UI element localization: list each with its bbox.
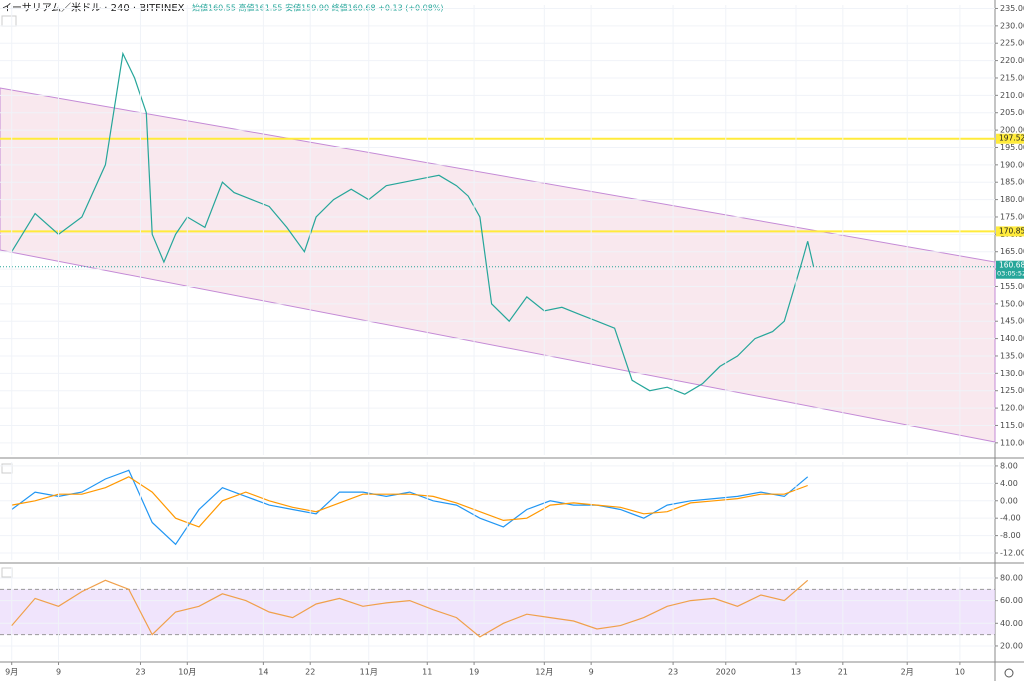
- price-tag: [996, 133, 1024, 144]
- price-tag: [996, 226, 1024, 237]
- y-tick-label: 8.00: [1000, 461, 1018, 470]
- y-tick-label: 80.00: [1000, 573, 1023, 582]
- y-tick-label: 125.00: [1000, 386, 1024, 395]
- y-tick-label: 195.00: [1000, 143, 1024, 152]
- y-tick-label: 185.00: [1000, 178, 1024, 187]
- y-tick-label: 4.00: [1000, 479, 1018, 488]
- series-line: [11, 579, 809, 638]
- x-tick-label: 22: [305, 668, 315, 677]
- x-tick-label: 9: [589, 668, 594, 677]
- x-tick-label: 23: [668, 668, 678, 677]
- y-tick-label: 20.00: [1000, 641, 1023, 650]
- x-tick-label: 19: [469, 668, 479, 677]
- y-tick-label: -8.00: [1000, 531, 1021, 540]
- x-tick-label: 11: [422, 668, 432, 677]
- x-tick-label: 12月: [535, 668, 553, 677]
- y-tick-label: 220.00: [1000, 56, 1024, 65]
- last-price-label: 160.68: [999, 261, 1024, 270]
- y-tick-label: -12.00: [1000, 549, 1024, 558]
- x-tick-label: 2月: [901, 668, 914, 677]
- chart-title: イーサリアム／米ドル · 240 · BITFINEX: [2, 1, 185, 14]
- y-tick-label: 130.00: [1000, 369, 1024, 378]
- x-tick-label: 11月: [360, 668, 378, 677]
- collapse-button[interactable]: [1, 15, 17, 27]
- y-tick-label: 190.00: [1000, 160, 1024, 169]
- y-tick-label: 155.00: [1000, 282, 1024, 291]
- x-tick-label: 10: [955, 668, 965, 677]
- y-tick-label: 140.00: [1000, 334, 1024, 343]
- price-tag-label: 170.85: [999, 226, 1024, 235]
- y-tick-label: 215.00: [1000, 73, 1024, 82]
- y-tick-label: 150.00: [1000, 299, 1024, 308]
- y-tick-label: 230.00: [1000, 21, 1024, 30]
- y-tick-label: 200.00: [1000, 126, 1024, 135]
- y-tick-label: 205.00: [1000, 108, 1024, 117]
- y-tick-label: 115.00: [1000, 421, 1024, 430]
- x-tick-label: 9月: [5, 668, 18, 677]
- settings-icon[interactable]: [1004, 668, 1014, 678]
- y-tick-label: 175.00: [1000, 212, 1024, 221]
- ohlc-info: 始値160.55 高値161.55 安値159.90 終値160.68 +0.1…: [192, 3, 444, 13]
- collapse-button[interactable]: [1, 567, 13, 578]
- x-tick-label: 2020: [716, 668, 736, 677]
- series-line: [11, 469, 809, 546]
- y-tick-label: 210.00: [1000, 91, 1024, 100]
- channel: [0, 87, 996, 443]
- price-tag-label: 197.52: [999, 134, 1024, 143]
- y-tick-label: 235.00: [1000, 4, 1024, 13]
- collapse-button[interactable]: [1, 463, 13, 474]
- y-tick-label: 225.00: [1000, 39, 1024, 48]
- x-tick-label: 23: [135, 668, 145, 677]
- y-tick-label: -4.00: [1000, 514, 1021, 523]
- x-tick-label: 14: [258, 668, 268, 677]
- y-tick-label: 165.00: [1000, 247, 1024, 256]
- x-tick-label: 10月: [178, 668, 196, 677]
- y-tick-label: 110.00: [1000, 438, 1024, 447]
- x-tick-label: 13: [791, 668, 801, 677]
- y-tick-label: 145.00: [1000, 317, 1024, 326]
- y-tick-label: 180.00: [1000, 195, 1024, 204]
- countdown: 03:05:52: [997, 270, 1024, 278]
- y-tick-label: 60.00: [1000, 596, 1023, 605]
- x-tick-label: 21: [838, 668, 848, 677]
- series-line: [11, 476, 808, 528]
- y-tick-label: 0.00: [1000, 496, 1018, 505]
- series-line: [11, 51, 815, 395]
- y-tick-label: 120.00: [1000, 404, 1024, 413]
- y-tick-label: 135.00: [1000, 351, 1024, 360]
- last-price-tag: [996, 260, 1024, 279]
- y-tick-label: 40.00: [1000, 619, 1023, 628]
- x-tick-label: 9: [56, 668, 61, 677]
